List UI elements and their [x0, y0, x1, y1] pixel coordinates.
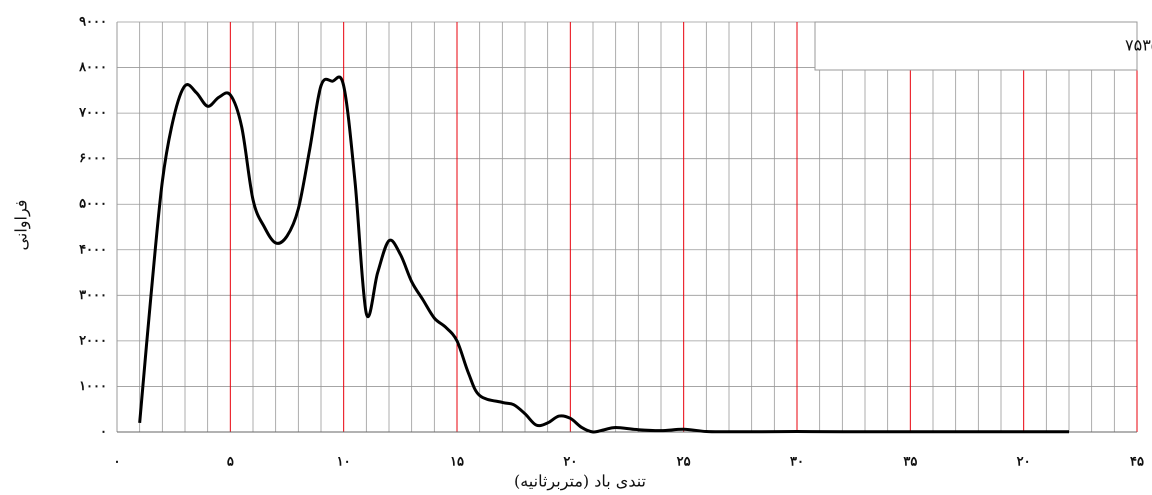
y-tick-label: ۶۰۰۰: [79, 151, 107, 166]
x-tick-label: ۳۵: [903, 455, 917, 470]
x-tick-label: ۱۰: [337, 455, 351, 470]
x-tick-label: ۲۵: [677, 455, 691, 470]
y-tick-label: ۲۰۰۰: [79, 333, 107, 348]
series-line: [138, 75, 1069, 434]
x-tick-label: ۳۰: [790, 455, 804, 470]
x-tick-label: ۵: [227, 455, 234, 470]
grid: [116, 21, 1138, 433]
x-tick-label: ۱۵: [450, 455, 464, 470]
y-tick-label: ۸۰۰۰: [78, 60, 107, 75]
chart-title: فراوانی کل دیده بانی ها ۷۵۳۵۴: [1125, 36, 1152, 55]
y-tick-label: ۴۰۰۰: [79, 242, 107, 257]
y-tick-label: ۹۰۰۰: [79, 15, 107, 30]
y-tick-label: ۷۰۰۰: [78, 106, 107, 121]
y-tick-label: ۱۰۰۰: [79, 379, 107, 394]
y-axis-label: فراوانی: [12, 200, 31, 251]
x-tick-label: ۲۰: [1017, 455, 1031, 470]
x-tick-label: ۴۵: [1130, 455, 1144, 470]
x-axis-label: تندی باد (متربرثانیه): [514, 472, 646, 491]
x-tick-label: ۰: [114, 455, 121, 470]
y-tick-label: ۵۰۰۰: [79, 197, 107, 212]
title-box: [814, 21, 1138, 71]
y-tick-label: ۰: [100, 425, 107, 440]
x-tick-label: ۲۰: [563, 455, 577, 470]
marks: [138, 75, 1069, 434]
y-tick-label: ۳۰۰۰: [79, 288, 107, 303]
